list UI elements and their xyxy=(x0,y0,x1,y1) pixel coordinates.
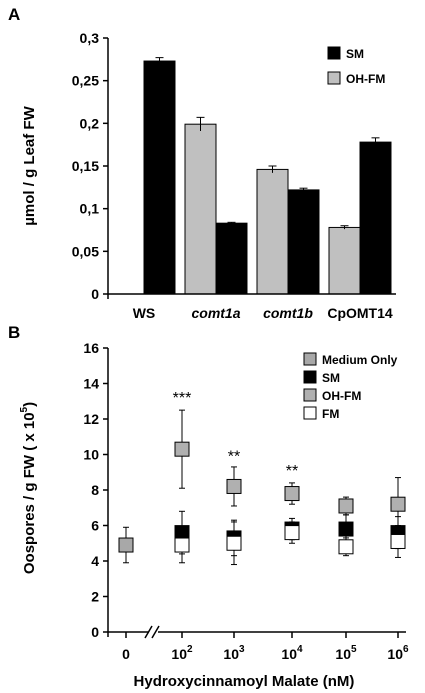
panel-a-y-tick-label: 0,2 xyxy=(80,115,100,131)
bar-oh-fm-comt1a xyxy=(184,123,217,295)
panel-b-y-tick-label: 10 xyxy=(83,447,99,463)
axis-break-mark xyxy=(144,625,153,639)
panel-b-x-tick-label: 104 xyxy=(281,644,303,662)
panel-b-x-axis-label: Hydroxycinnamoyl Malate (nM) xyxy=(134,673,355,690)
panel-b-x-tick-label: 106 xyxy=(387,644,409,662)
point-fm xyxy=(338,539,354,555)
panel-a-y-tick-label: 0,1 xyxy=(80,201,100,217)
panel-b-y-axis-label: Oospores / g FW ( x 105) xyxy=(19,402,38,574)
legend-swatch-medium-only xyxy=(303,352,317,366)
panel-b-y-tick-label: 12 xyxy=(83,411,99,427)
panel-a-y-tick-label: 0,3 xyxy=(80,30,100,46)
panel-a-bar-chart: 0 0,05 0,1 0,15 0,2 0,25 0,3 WS comt1a comt1b CpOM… xyxy=(21,30,396,321)
panel-a-legend: SM OH-FM xyxy=(327,46,385,86)
panel-b-x-tick-label: 102 xyxy=(171,644,193,662)
legend-swatch-oh-fm xyxy=(303,388,317,402)
bar-sm-comt1b xyxy=(287,189,320,295)
bar-sm-comt1a xyxy=(215,222,248,295)
legend-label-sm: SM xyxy=(346,47,364,61)
point-oh-fm xyxy=(226,478,242,494)
panel-a-y-tick-label: 0,25 xyxy=(72,73,99,89)
panel-b-y-tick-label: 8 xyxy=(91,482,99,498)
point-medium-only xyxy=(118,537,134,553)
legend-swatch-fm xyxy=(303,406,317,420)
legend-swatch-oh-fm xyxy=(327,71,341,85)
panel-letter-a: A xyxy=(8,5,20,24)
point-fm xyxy=(174,537,190,553)
point-oh-fm xyxy=(284,486,300,502)
panel-b-y-tick-label: 2 xyxy=(91,589,99,605)
bar-oh-fm-comt1b xyxy=(256,168,289,295)
axis-break-gap xyxy=(149,626,158,638)
panel-b-x-tick-label: 105 xyxy=(335,644,357,662)
panel-b-y-tick-label: 0 xyxy=(91,624,99,640)
legend-swatch-sm xyxy=(327,46,341,60)
point-fm xyxy=(226,535,242,551)
point-oh-fm xyxy=(338,498,354,514)
panel-a-y-tick-label: 0,15 xyxy=(72,158,99,174)
legend-label-oh-fm: OH-FM xyxy=(346,72,385,86)
category-label-ws: WS xyxy=(133,305,156,321)
significance-annotation: *** xyxy=(173,390,192,407)
legend-swatch-sm xyxy=(303,370,317,384)
bar-sm-ws xyxy=(143,60,176,295)
bar-sm-cpomt14 xyxy=(359,141,392,295)
point-sm xyxy=(338,521,354,537)
legend-label-oh-fm: OH-FM xyxy=(322,389,361,403)
panel-a-y-tick-label: 0 xyxy=(91,286,99,302)
panel-b-y-tick-label: 6 xyxy=(91,518,99,534)
legend-label-fm: FM xyxy=(322,407,339,421)
panel-letter-b: B xyxy=(8,323,20,342)
panel-b-x-tick-label: 103 xyxy=(223,644,245,662)
panel-b-y-tick-label: 4 xyxy=(91,553,99,569)
panel-b-y-tick-label: 16 xyxy=(83,340,99,356)
category-label-cpomt14: CpOMT14 xyxy=(327,305,393,321)
point-fm xyxy=(284,525,300,541)
axis-break-mark xyxy=(151,625,160,639)
category-label-comt1a: comt1a xyxy=(191,305,240,321)
significance-annotation: ** xyxy=(228,449,240,466)
panel-b-x-tick-label: 0 xyxy=(122,646,130,662)
point-fm xyxy=(390,533,406,549)
point-sm xyxy=(174,525,190,541)
panel-a-y-axis-label: µmol / g Leaf FW xyxy=(21,105,38,225)
category-label-comt1b: comt1b xyxy=(263,305,313,321)
legend-label-medium-only: Medium Only xyxy=(322,353,398,367)
bar-oh-fm-cpomt14 xyxy=(328,226,361,295)
point-oh-fm xyxy=(174,441,190,457)
panel-b-legend: Medium Only SM OH-FM FM xyxy=(303,352,398,421)
significance-annotation: ** xyxy=(286,463,298,480)
panel-b-y-tick-label: 14 xyxy=(83,376,99,392)
point-oh-fm xyxy=(390,496,406,512)
panel-a-y-tick-label: 0,05 xyxy=(72,243,99,259)
legend-label-sm: SM xyxy=(322,371,340,385)
